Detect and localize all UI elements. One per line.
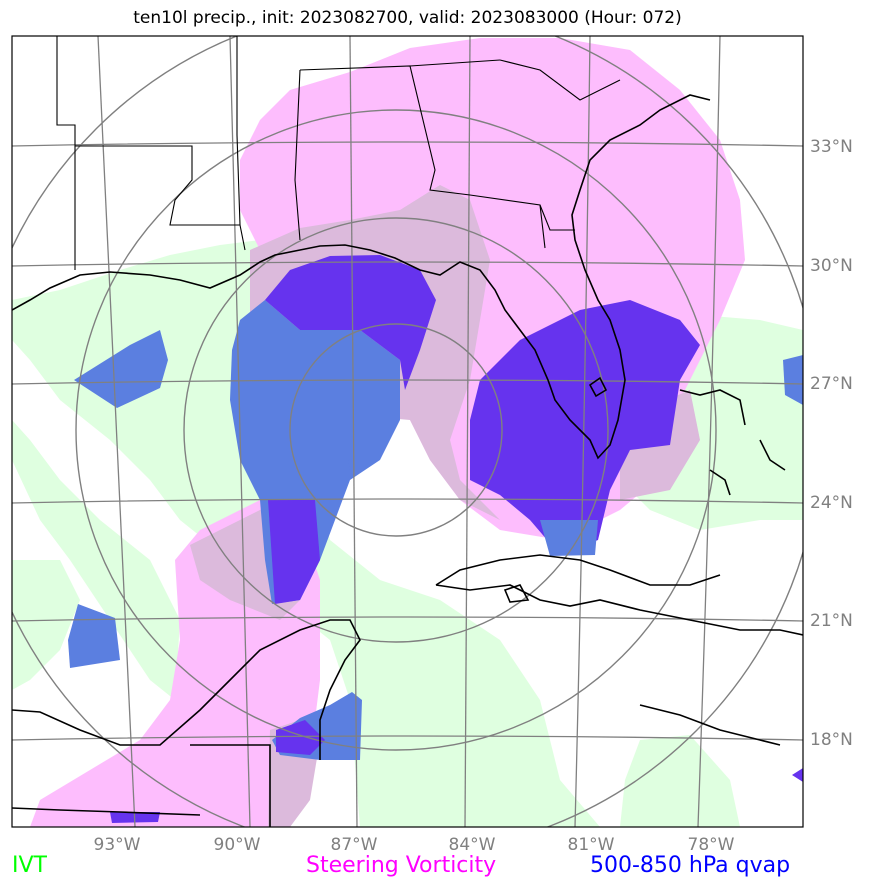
lat-label: 30°N [810, 256, 853, 276]
legend-steering-vorticity: Steering Vorticity [306, 853, 497, 878]
coastlines [12, 94, 803, 827]
lon-label: 87°W [331, 835, 378, 855]
lat-label: 21°N [810, 611, 853, 631]
lon-label: 81°W [568, 835, 615, 855]
lon-label: 84°W [449, 835, 496, 855]
map-frame [11, 35, 804, 828]
lat-label: 18°N [810, 730, 853, 750]
lat-label: 27°N [810, 374, 853, 394]
legend-qvap: 500-850 hPa qvap [590, 853, 791, 878]
lon-label: 90°W [214, 835, 261, 855]
state-borders [56, 36, 621, 270]
lon-label: 93°W [94, 835, 141, 855]
range-rings [12, 36, 803, 827]
lon-label: 78°W [688, 835, 735, 855]
lat-label: 24°N [810, 493, 853, 513]
lat-labels: 33°N 30°N 27°N 24°N 21°N 18°N [810, 137, 853, 750]
lat-label: 33°N [810, 137, 853, 157]
qvap-field [68, 255, 803, 823]
map-title: ten10l precip., init: 2023082700, valid:… [133, 8, 682, 28]
lon-labels: 93°W 90°W 87°W 84°W 81°W 78°W [94, 835, 735, 855]
legend-ivt: IVT [12, 853, 47, 878]
